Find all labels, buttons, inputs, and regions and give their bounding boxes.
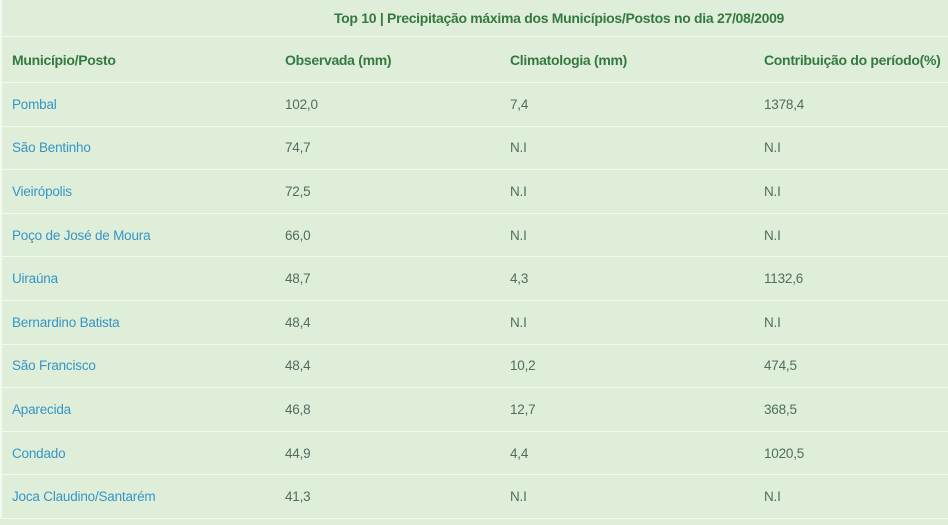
contribuicao-cell: N.I [754,169,948,214]
municipio-cell: Poço de José de Moura [2,213,275,258]
climatologia-cell: N.I [500,126,754,171]
municipio-cell: Uiraúna [2,256,275,301]
observada-cell: 48,7 [275,256,500,301]
contribuicao-cell: 1378,4 [754,82,948,127]
municipality-link[interactable]: Poço de José de Moura [12,227,151,243]
top10-table: Município/Posto Observada (mm) Climatolo… [2,37,948,519]
municipality-link[interactable]: Pombal [12,96,57,112]
observada-cell: 44,9 [275,431,500,476]
municipio-cell: São Francisco [2,344,275,389]
column-header-contribuicao: Contribuição do período(%) [754,37,948,83]
municipio-cell: Joca Claudino/Santarém [2,474,275,519]
municipio-cell: Aparecida [2,387,275,432]
table-row: Aparecida 46,8 12,7 368,5 [2,387,948,432]
contribuicao-cell: 474,5 [754,344,948,389]
municipality-link[interactable]: Aparecida [12,401,71,417]
column-header-climatologia: Climatologia (mm) [500,37,754,83]
table-row: São Francisco 48,4 10,2 474,5 [2,344,948,389]
climatologia-cell: 10,2 [500,344,754,389]
table-title: Top 10 | Precipitação máxima dos Municíp… [2,0,948,37]
observada-cell: 41,3 [275,474,500,519]
municipality-link[interactable]: Condado [12,445,66,461]
municipio-cell: Bernardino Batista [2,300,275,345]
table-row: Bernardino Batista 48,4 N.I N.I [2,300,948,345]
contribuicao-cell: 1020,5 [754,431,948,476]
observada-cell: 102,0 [275,82,500,127]
contribuicao-cell: N.I [754,126,948,171]
table-row: Pombal 102,0 7,4 1378,4 [2,82,948,127]
table-row: Condado 44,9 4,4 1020,5 [2,431,948,476]
observada-cell: 48,4 [275,300,500,345]
observada-cell: 74,7 [275,126,500,171]
municipality-link[interactable]: Uiraúna [12,271,58,287]
observada-cell: 46,8 [275,387,500,432]
observada-cell: 48,4 [275,344,500,389]
climatologia-cell: N.I [500,300,754,345]
climatologia-cell: 4,4 [500,431,754,476]
municipality-link[interactable]: São Bentinho [12,140,91,156]
municipio-cell: São Bentinho [2,126,275,171]
municipality-link[interactable]: São Francisco [12,358,96,374]
climatologia-cell: 4,3 [500,256,754,301]
header-row: Município/Posto Observada (mm) Climatolo… [2,37,948,83]
table-row: Uiraúna 48,7 4,3 1132,6 [2,256,948,301]
observada-cell: 72,5 [275,169,500,214]
contribuicao-cell: 1132,6 [754,256,948,301]
municipio-cell: Vieirópolis [2,169,275,214]
contribuicao-cell: N.I [754,474,948,519]
observada-cell: 66,0 [275,213,500,258]
contribuicao-cell: N.I [754,213,948,258]
table-row: São Bentinho 74,7 N.I N.I [2,126,948,171]
contribuicao-cell: 368,5 [754,387,948,432]
contribuicao-cell: N.I [754,300,948,345]
municipio-cell: Condado [2,431,275,476]
climatologia-cell: N.I [500,169,754,214]
climatologia-cell: 7,4 [500,82,754,127]
municipio-cell: Pombal [2,82,275,127]
table-row: Joca Claudino/Santarém 41,3 N.I N.I [2,474,948,519]
municipality-link[interactable]: Bernardino Batista [12,314,120,330]
table-row: Vieirópolis 72,5 N.I N.I [2,169,948,214]
municipality-link[interactable]: Vieirópolis [12,183,72,199]
column-header-municipio: Município/Posto [2,37,275,83]
municipality-link[interactable]: Joca Claudino/Santarém [12,489,156,505]
climatologia-cell: N.I [500,213,754,258]
climatologia-cell: N.I [500,474,754,519]
table-row: Poço de José de Moura 66,0 N.I N.I [2,213,948,258]
column-header-observada: Observada (mm) [275,37,500,83]
climatologia-cell: 12,7 [500,387,754,432]
